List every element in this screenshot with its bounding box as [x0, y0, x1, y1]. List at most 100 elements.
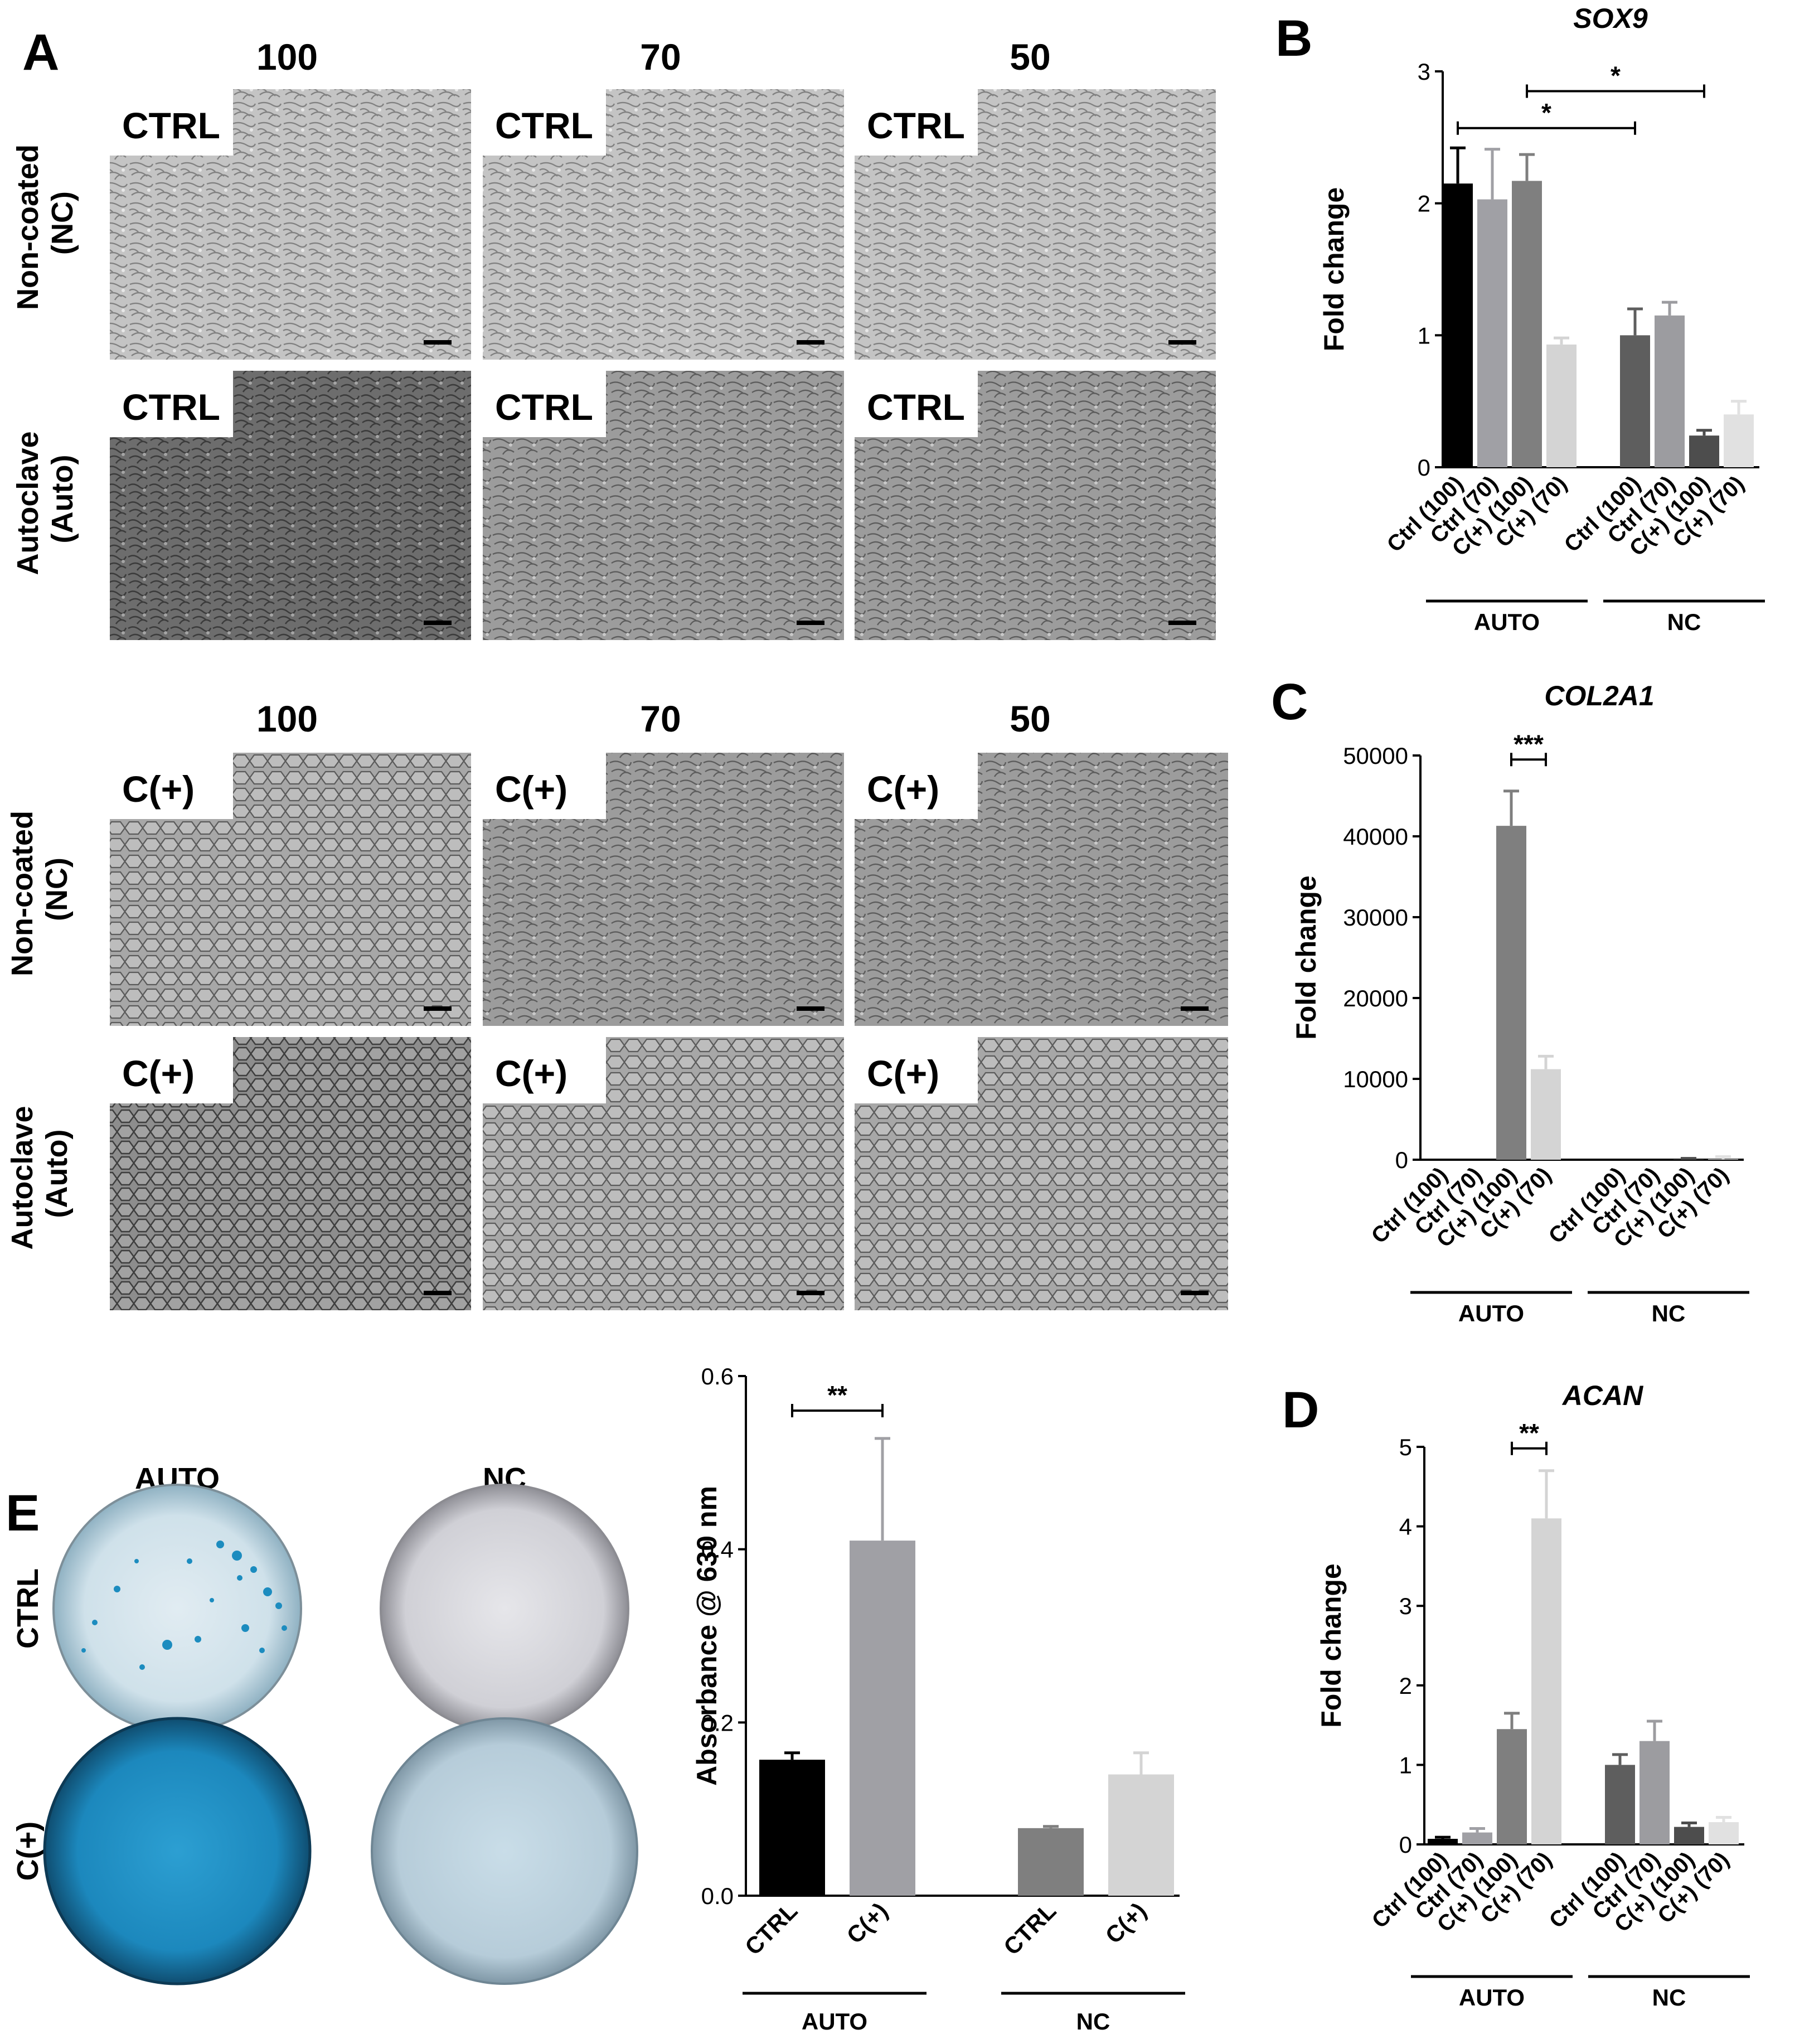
y-tick-label: 0.6	[701, 1363, 734, 1389]
y-tick-label: 1	[1418, 322, 1430, 348]
micrograph-nc-cplus-50: C(+)	[852, 750, 1228, 1026]
tile-label: C(+)	[867, 1053, 939, 1094]
tile-label: CTRL	[495, 386, 593, 428]
micrograph-auto-ctrl-50: CTRL	[852, 369, 1216, 640]
tile-label: CTRL	[867, 105, 965, 146]
tile-label: C(+)	[122, 768, 195, 810]
chart-title: ACAN	[1561, 1380, 1643, 1411]
scale-bar	[797, 621, 824, 625]
tile-label-box	[481, 1035, 606, 1103]
scale-bar	[424, 1291, 452, 1295]
row-label-auto-bottom-line2: (Auto)	[40, 1130, 74, 1218]
scale-bar	[797, 340, 824, 345]
group-label-nc: NC	[1076, 2008, 1110, 2035]
plate-nc-cplus	[371, 1717, 638, 1985]
micrograph-auto-cplus-100: C(+)	[108, 1035, 471, 1310]
bar-7	[1689, 435, 1719, 467]
tile-label: C(+)	[495, 1053, 567, 1094]
micrograph-auto-cplus-50: C(+)	[852, 1035, 1228, 1310]
chart-absorbance: 0.0 0.2 0.4 0.6 Absorbance @ 630 nm CTRL C(+) C…	[691, 1363, 1185, 2035]
bar-1	[1443, 183, 1473, 467]
micrograph-nc-cplus-100: C(+)	[108, 750, 471, 1026]
bar-4	[1531, 1518, 1561, 1844]
panel-letter-c: C	[1271, 674, 1308, 730]
row-label-auto-top: Autoclave (Auto)	[11, 423, 79, 575]
row-label-nc-bottom-line1: Non-coated	[6, 811, 39, 976]
y-tick-label: 0.2	[701, 1709, 734, 1736]
bar-4	[1546, 344, 1577, 467]
group-label-auto: AUTO	[1459, 1984, 1525, 2011]
bar-1	[759, 1760, 825, 1896]
row-label-nc-top-line1: Non-coated	[11, 144, 45, 310]
micrograph-grid: CTRL CTRL CTRL CTRL CTRL CTRL C(+) C(+) C(+) C(+)…	[108, 87, 1228, 1310]
bar-4	[1108, 1774, 1174, 1896]
tile-label: CTRL	[122, 386, 220, 428]
micrograph-auto-ctrl-100: CTRL	[108, 369, 471, 640]
tile-label: C(+)	[122, 1053, 195, 1094]
tile-label: C(+)	[495, 768, 567, 810]
percent-header-70-bottom: 70	[640, 698, 681, 739]
significance-label: **	[827, 1381, 847, 1410]
bar-6	[1639, 1741, 1670, 1844]
tile-label-box	[108, 1035, 233, 1103]
micrograph-nc-ctrl-70: CTRL	[481, 87, 844, 360]
chart-title: SOX9	[1573, 3, 1648, 34]
panel-letter-a: A	[22, 24, 59, 81]
group-label-auto: AUTO	[1458, 1300, 1524, 1326]
tile-label-box	[852, 87, 978, 156]
tile-label-box	[481, 87, 606, 156]
scale-bar	[1181, 1006, 1209, 1011]
group-label-nc: NC	[1652, 1984, 1686, 2011]
tile-label-box	[108, 369, 233, 437]
bar-7	[1674, 1827, 1704, 1844]
y-tick-label: 20000	[1343, 985, 1408, 1011]
plate-row-label-ctrl: CTRL	[11, 1568, 45, 1649]
panel-a: A 100 70 50 Non-coated (NC) Autoclave (A…	[6, 24, 1228, 1310]
row-label-nc-top: Non-coated (NC)	[11, 136, 79, 310]
row-label-nc-top-line2: (NC)	[46, 191, 79, 255]
bar-8	[1724, 414, 1754, 467]
micrograph-nc-ctrl-50: CTRL	[852, 87, 1216, 360]
y-axis-label: Fold change	[1316, 1563, 1347, 1727]
scale-bar	[1168, 621, 1196, 625]
micrograph-nc-ctrl-100: CTRL	[108, 87, 471, 360]
scale-bar	[424, 621, 452, 625]
percent-header-50-bottom: 50	[1010, 698, 1050, 739]
micrograph-auto-cplus-70: C(+)	[481, 1035, 844, 1310]
y-tick-label: 30000	[1343, 904, 1408, 931]
y-tick-label: 0.4	[701, 1537, 734, 1563]
chart-title: COL2A1	[1544, 680, 1654, 711]
tile-label: CTRL	[867, 386, 965, 428]
significance-label: *	[1541, 98, 1551, 127]
chart-col2a1: 0 10000 20000 30000 40000 50000 Fold change COL…	[1291, 680, 1749, 1326]
percent-header-100-top: 100	[256, 36, 318, 78]
category-label-4: C(+)	[1100, 1897, 1152, 1949]
micrograph-auto-ctrl-70: CTRL	[481, 369, 844, 640]
scale-bar	[424, 340, 452, 345]
y-tick-label: 0	[1418, 454, 1430, 481]
y-tick-label: 2	[1399, 1673, 1412, 1699]
tile-label-box	[108, 87, 233, 156]
tile-label-box	[481, 369, 606, 437]
bar-8	[1708, 1159, 1738, 1160]
bar-2	[1477, 199, 1507, 467]
category-label-2: C(+)	[842, 1897, 893, 1949]
plate-nc-ctrl	[380, 1484, 629, 1733]
y-tick-label: 0	[1399, 1832, 1412, 1858]
group-label-nc: NC	[1667, 609, 1701, 635]
plate-auto-cplus	[43, 1717, 312, 1985]
category-label-1: CTRL	[740, 1897, 802, 1960]
y-tick-label: 50000	[1343, 743, 1408, 769]
scale-bar	[1168, 340, 1196, 345]
panel-letter-d: D	[1282, 1382, 1319, 1438]
y-tick-label: 5	[1399, 1434, 1412, 1460]
y-axis-label: Fold change	[1291, 875, 1322, 1039]
bar-2	[850, 1541, 915, 1896]
panel-letter-e: E	[6, 1485, 40, 1542]
y-tick-label: 10000	[1343, 1066, 1408, 1092]
bar-3	[1496, 826, 1526, 1160]
tile-label-box	[481, 750, 606, 819]
tile-label-box	[852, 750, 978, 819]
